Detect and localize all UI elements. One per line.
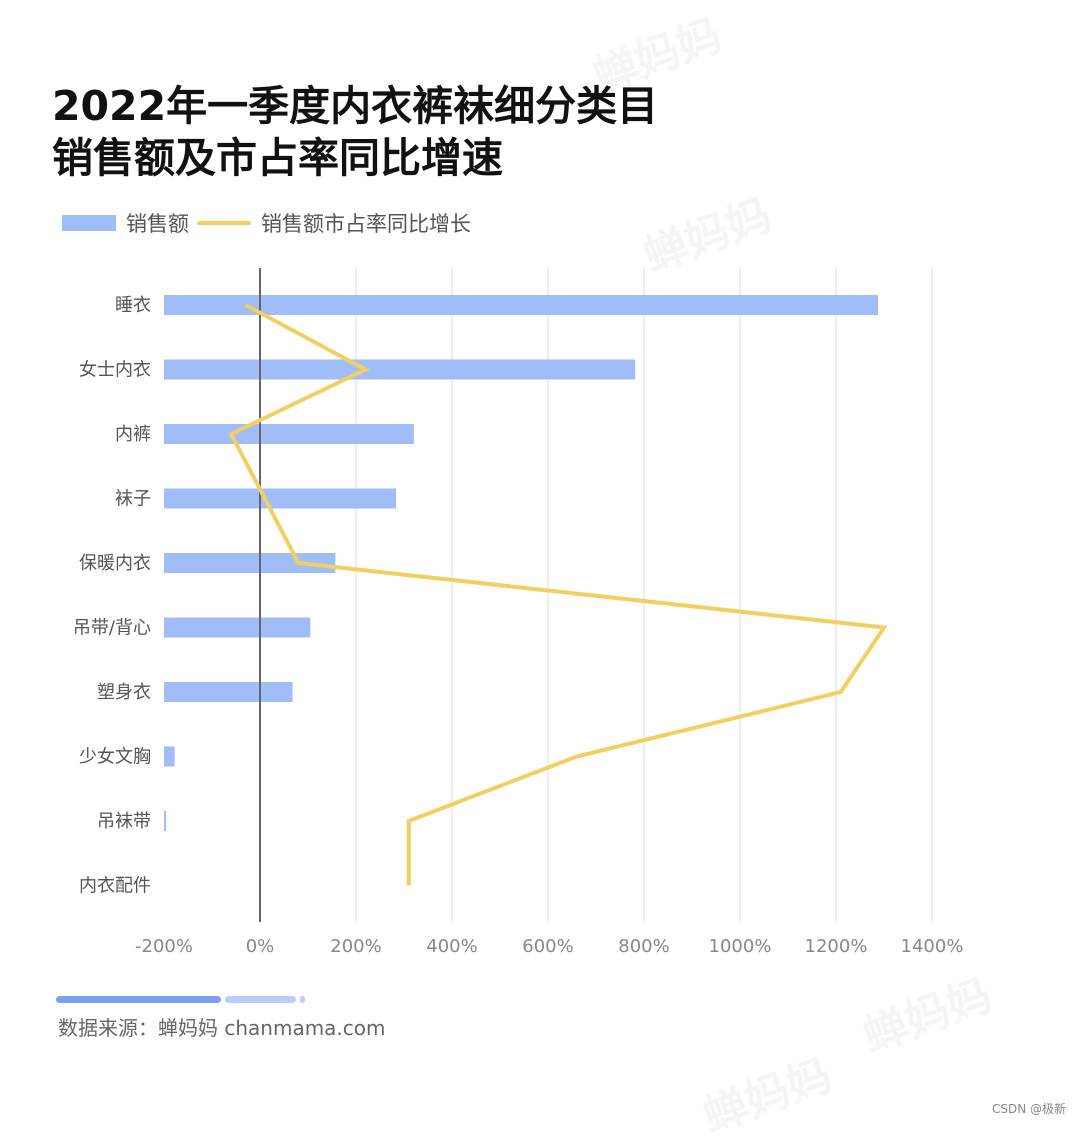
legend-line-label: 销售额市占率同比增长 (261, 212, 471, 236)
bar (164, 359, 636, 380)
credit-text: CSDN @极新 (991, 1102, 1066, 1116)
y-category-label: 袜子 (115, 489, 151, 510)
x-tick-label: 800% (618, 936, 669, 957)
bar (164, 488, 397, 509)
chart-title-line-2: 销售额及市占率同比增速 (52, 134, 503, 182)
x-tick-label: 1200% (805, 936, 868, 957)
bar (164, 811, 166, 831)
x-tick-label: 200% (330, 936, 381, 957)
watermark: 蝉妈妈 (856, 969, 999, 1063)
y-category-label: 内衣配件 (79, 876, 151, 897)
bar (164, 295, 878, 315)
chart-legend: 销售额 销售额市占率同比增长 (62, 206, 471, 240)
legend-line-swatch (197, 221, 251, 225)
x-tick-label: 1000% (709, 936, 772, 957)
y-category-label: 保暖内衣 (79, 553, 151, 574)
decor-bar-dark (56, 996, 221, 1003)
data-source: 数据来源：蝉妈妈 chanmama.com (58, 1016, 386, 1040)
chart-title: 2022年一季度内衣裤袜细分类目 销售额及市占率同比增速 (52, 80, 952, 184)
y-category-label: 吊袜带 (97, 811, 151, 832)
legend-bar-swatch (62, 215, 116, 231)
bar (164, 553, 336, 573)
chart-title-line-1: 2022年一季度内衣裤袜细分类目 (52, 82, 659, 130)
y-category-label: 吊带/背心 (73, 618, 151, 639)
x-tick-label: 0% (246, 936, 275, 957)
x-tick-label: 400% (426, 936, 477, 957)
y-category-label: 睡衣 (115, 295, 151, 316)
y-category-label: 塑身衣 (97, 682, 151, 703)
bar (164, 746, 175, 767)
x-tick-label: 1400% (901, 936, 964, 957)
decor-bar-light (225, 996, 296, 1003)
bar (164, 424, 414, 444)
y-category-label: 女士内衣 (79, 360, 151, 381)
bar-line-chart: -200% 0% 200% 400% 600% 800% 1000% 1200% 1400% 睡衣… (73, 268, 964, 957)
decor-dot (300, 996, 305, 1003)
watermark: 蝉妈妈 (696, 1049, 839, 1143)
legend-item-bar: 销售额 (62, 208, 189, 238)
y-category-label: 内裤 (115, 424, 151, 445)
y-category-label: 少女文胸 (79, 747, 151, 768)
bar (164, 617, 311, 638)
x-tick-label: -200% (135, 936, 193, 957)
growth-line (228, 303, 888, 886)
bar (164, 682, 293, 702)
x-tick-label: 600% (522, 936, 573, 957)
legend-bar-label: 销售额 (126, 212, 189, 236)
legend-item-line: 销售额市占率同比增长 (197, 208, 471, 238)
